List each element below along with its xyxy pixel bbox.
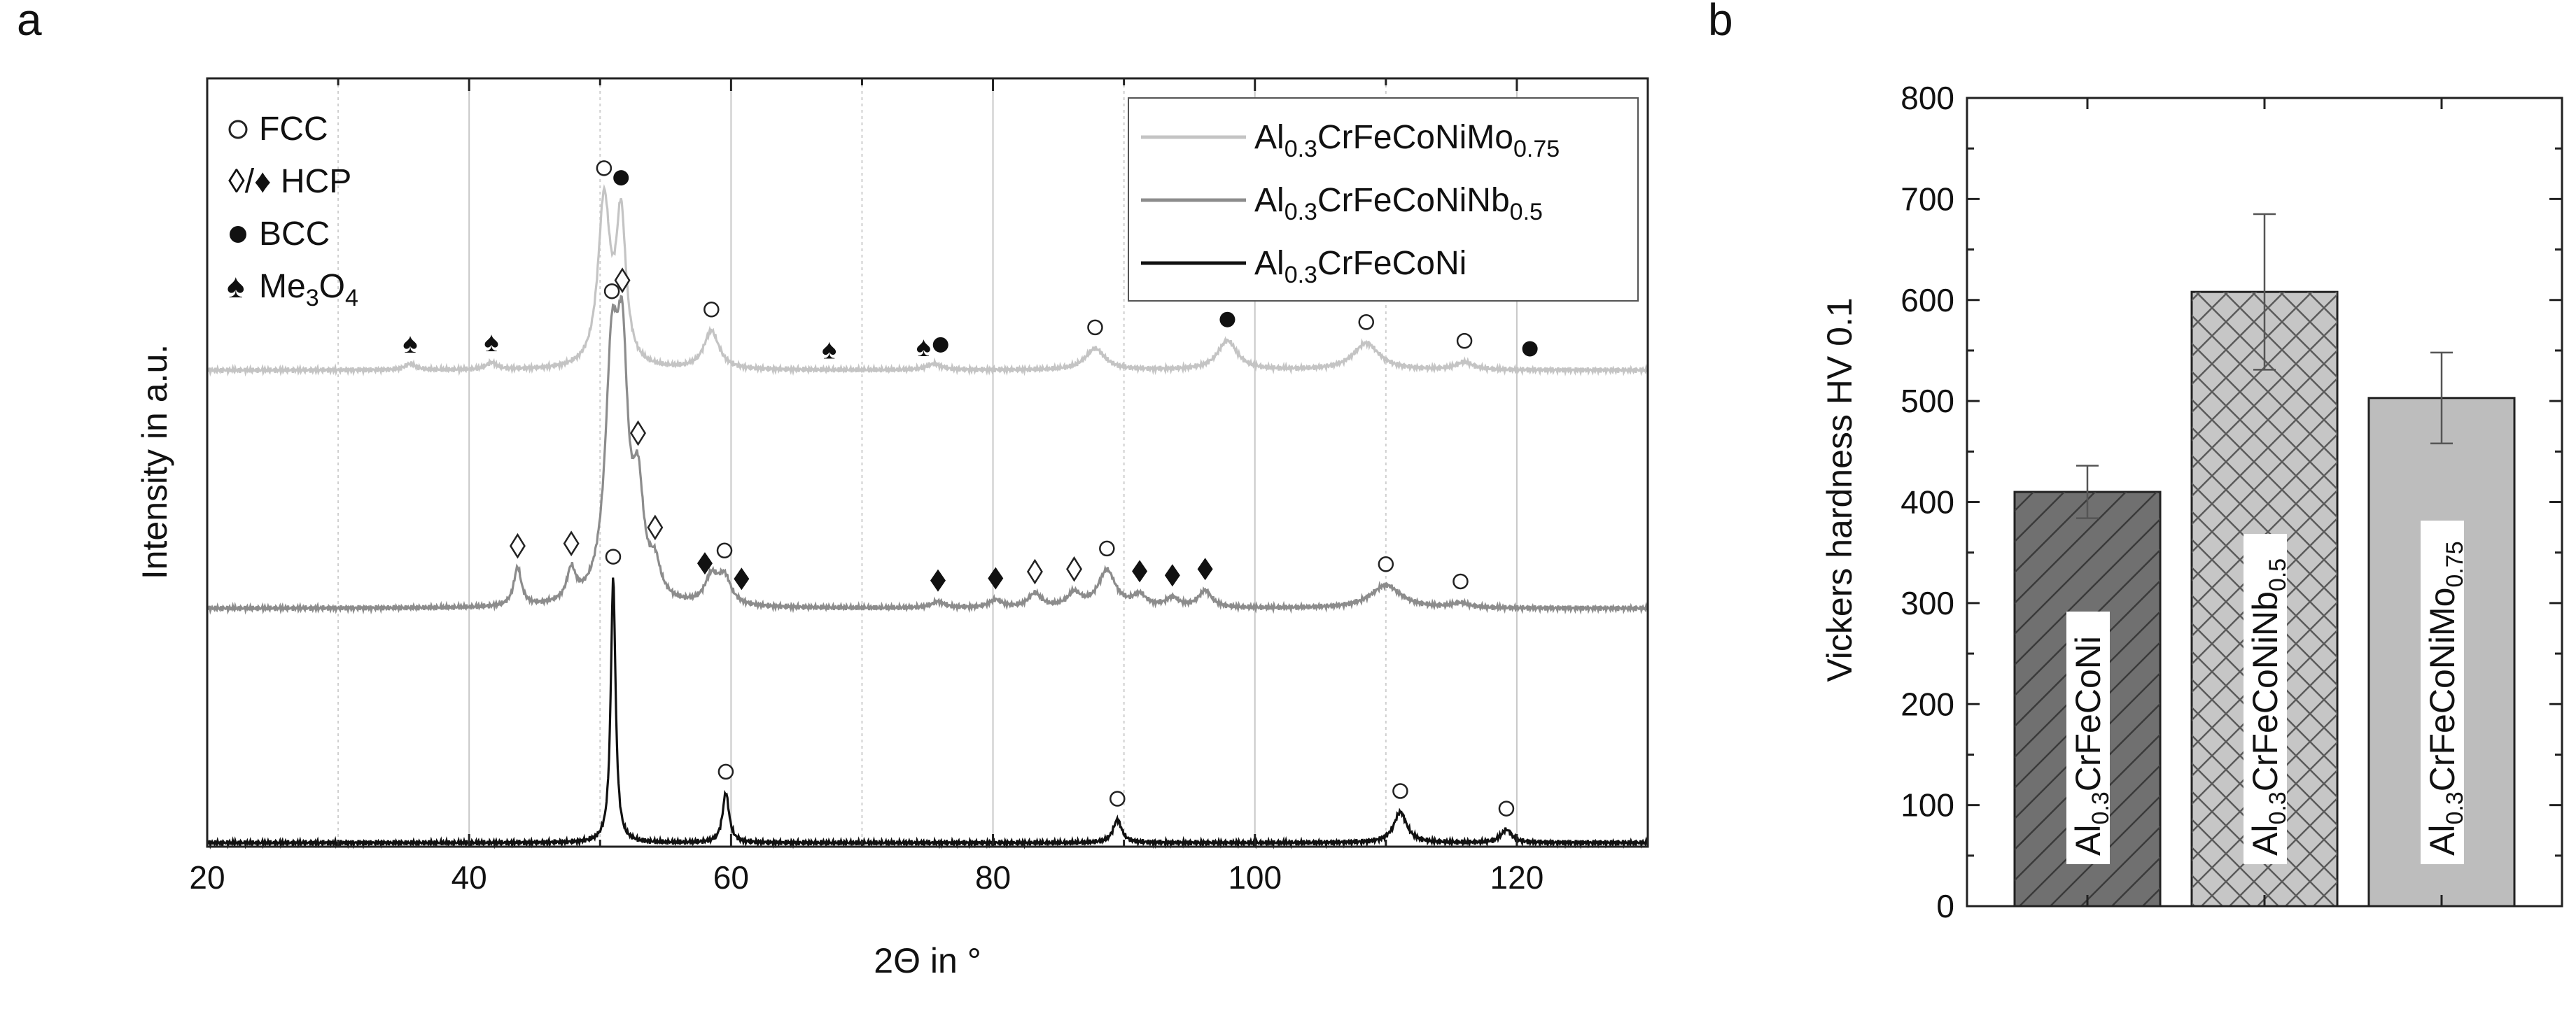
xrd-phase-markers: ♠ ♠ ♠ ♠: [402, 160, 1538, 817]
hardness-bar-label: Al0.3CrFeCoNiMo0.75: [2423, 541, 2468, 856]
xrd-tick-label: 120: [1490, 859, 1544, 896]
legend-label-nb: Al0.3CrFeCoNiNb0.5: [1254, 182, 1543, 225]
me3o4-marker: ♠: [484, 327, 498, 358]
hcp-marker: [647, 514, 664, 541]
hcp-marker: [1026, 558, 1043, 585]
hardness-bar-label-box: [2421, 521, 2464, 864]
panel-a-label: a: [17, 0, 42, 45]
phase-legend-fcc: FCC: [259, 111, 328, 148]
hardness-tick-label: 400: [1900, 484, 1954, 521]
xrd-tick-label: 60: [713, 859, 749, 896]
hardness-tick-label: 0: [1936, 888, 1954, 924]
hardness-tick-label: 100: [1900, 787, 1954, 824]
phase-legend-me3o4: Me3O4: [259, 268, 358, 311]
hardness-bar-label: Al0.3CrFeCoNiNb0.5: [2246, 558, 2291, 856]
hardness-bar-label-box: [2244, 534, 2287, 864]
fcc-marker: [1110, 791, 1126, 807]
hardness-bar-label: Al0.3CrFeCoNi: [2068, 636, 2114, 856]
fcc-marker: [596, 160, 612, 176]
hcp-filled-marker: [1164, 564, 1180, 587]
xrd-x-axis-label: 2Θ in °: [874, 941, 981, 980]
hcp-filled-marker: [988, 567, 1004, 590]
xrd-series-line: [206, 184, 1649, 377]
fcc-marker: [716, 542, 733, 559]
me3o4-marker: ♠: [916, 332, 931, 362]
hardness-tick-label: 200: [1900, 686, 1954, 722]
bcc-marker: [1219, 311, 1236, 327]
phase-legend-hcp: ◊/♦ HCP: [228, 163, 351, 200]
xrd-tick-label: 20: [189, 859, 225, 896]
bcc-marker: [932, 337, 948, 353]
fcc-marker: [1378, 556, 1394, 572]
fcc-marker: [1498, 800, 1515, 817]
hardness-bar-labels: Al0.3CrFeCoNi Al0.3CrFeCoNiNb0.5 Al0.3CrFe…: [2066, 521, 2468, 864]
series-legend: Al0.3CrFeCoNiMo0.75 Al0.3CrFeCoNiNb0.5 A…: [1128, 97, 1639, 302]
panel-b-label: b: [1708, 0, 1733, 45]
fcc-marker: [603, 283, 620, 299]
spade-symbol: ♠: [227, 268, 245, 305]
hcp-filled-marker: [930, 569, 946, 592]
me3o4-marker: ♠: [402, 328, 417, 359]
hcp-marker: [563, 530, 580, 557]
hardness-tick-label: 700: [1900, 181, 1954, 217]
xrd-tick-label: 40: [451, 859, 487, 896]
hardness-tick-label: 300: [1900, 585, 1954, 621]
phase-legend: FCC ◊/♦ HCP BCC ♠ Me3O4: [227, 111, 358, 311]
fcc-marker: [718, 763, 734, 780]
hcp-filled-marker: [1132, 560, 1148, 583]
fcc-marker: [1392, 783, 1408, 799]
hardness-bar-label-box: [2066, 612, 2110, 864]
hcp-marker: [509, 532, 526, 559]
hcp-filled-marker: [734, 567, 750, 591]
hcp-marker: [630, 420, 647, 446]
bcc-marker: [1522, 341, 1538, 357]
fcc-marker: [605, 549, 622, 565]
hardness-y-ticks: 0 100 200 300 400 500 600 700 800: [1900, 80, 2562, 924]
phase-legend-bcc: BCC: [259, 216, 330, 253]
hardness-tick-label: 800: [1900, 80, 1954, 116]
hardness-tick-label: 500: [1900, 383, 1954, 419]
fcc-marker: [1456, 332, 1473, 349]
fcc-marker: [1087, 319, 1103, 336]
hcp-filled-marker: [1197, 558, 1213, 581]
bcc-marker: [613, 170, 629, 186]
hcp-filled-marker: [696, 552, 713, 575]
xrd-tick-label: 100: [1228, 859, 1282, 896]
fcc-symbol: [228, 120, 248, 139]
xrd-x-ticks: 20 40 60 80 100 120: [189, 78, 1649, 896]
xrd-plot-frame: [206, 77, 1649, 848]
xrd-tick-label: 80: [975, 859, 1011, 896]
fcc-marker: [1358, 314, 1375, 330]
fcc-marker: [1099, 540, 1115, 557]
hcp-marker: [1066, 556, 1083, 582]
xrd-y-axis-label: Intensity in a.u.: [135, 344, 174, 579]
fcc-marker: [704, 302, 720, 318]
hardness-tick-label: 600: [1900, 282, 1954, 318]
legend-label-base: Al0.3CrFeCoNi: [1254, 245, 1466, 288]
bcc-symbol: [230, 226, 246, 243]
legend-label-mo: Al0.3CrFeCoNiMo0.75: [1254, 119, 1560, 162]
xrd-series-line: [206, 577, 1649, 850]
hardness-y-axis-label: Vickers hardness HV 0.1: [1820, 297, 1859, 682]
xrd-grid: [337, 78, 1518, 847]
xrd-curves: [206, 184, 1649, 850]
xrd-series-line: [206, 295, 1649, 615]
me3o4-marker: ♠: [822, 334, 836, 365]
fcc-marker: [1452, 573, 1469, 590]
hcp-marker: [614, 267, 631, 293]
